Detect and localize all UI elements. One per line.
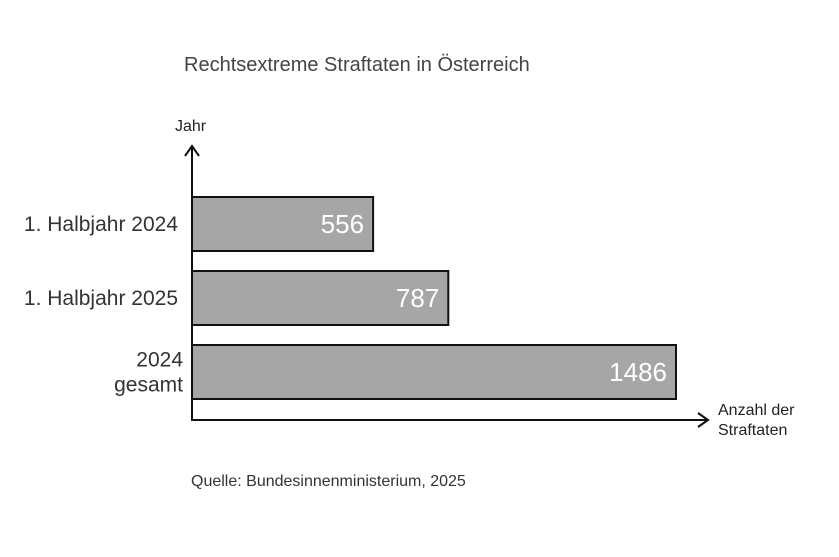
value-label-1: 556	[321, 209, 364, 239]
y-axis-arrowhead	[184, 144, 200, 157]
x-axis-label: Anzahl der Straftaten	[718, 402, 795, 439]
value-label-3: 1486	[609, 357, 667, 387]
value-label-2: 787	[396, 283, 439, 313]
category-label-1: 1. Halbjahr 2024	[24, 213, 178, 236]
bar-2	[191, 270, 450, 326]
value-labels: 556 787 1486	[321, 209, 667, 387]
bar-1	[191, 196, 375, 252]
x-axis-arrowhead	[697, 412, 710, 428]
bars	[191, 196, 677, 400]
category-labels: 1. Halbjahr 2024 1. Halbjahr 2025 2024 gesa…	[24, 213, 183, 397]
chart-title: Rechtsextreme Straftaten in Österreich	[184, 54, 530, 76]
source-note: Quelle: Bundesinnenministerium, 2025	[191, 473, 466, 490]
category-label-3: 2024 gesamt	[114, 349, 183, 397]
bar-3	[191, 344, 677, 400]
category-label-2: 1. Halbjahr 2025	[24, 287, 178, 310]
y-axis-label: Jahr	[175, 118, 207, 135]
